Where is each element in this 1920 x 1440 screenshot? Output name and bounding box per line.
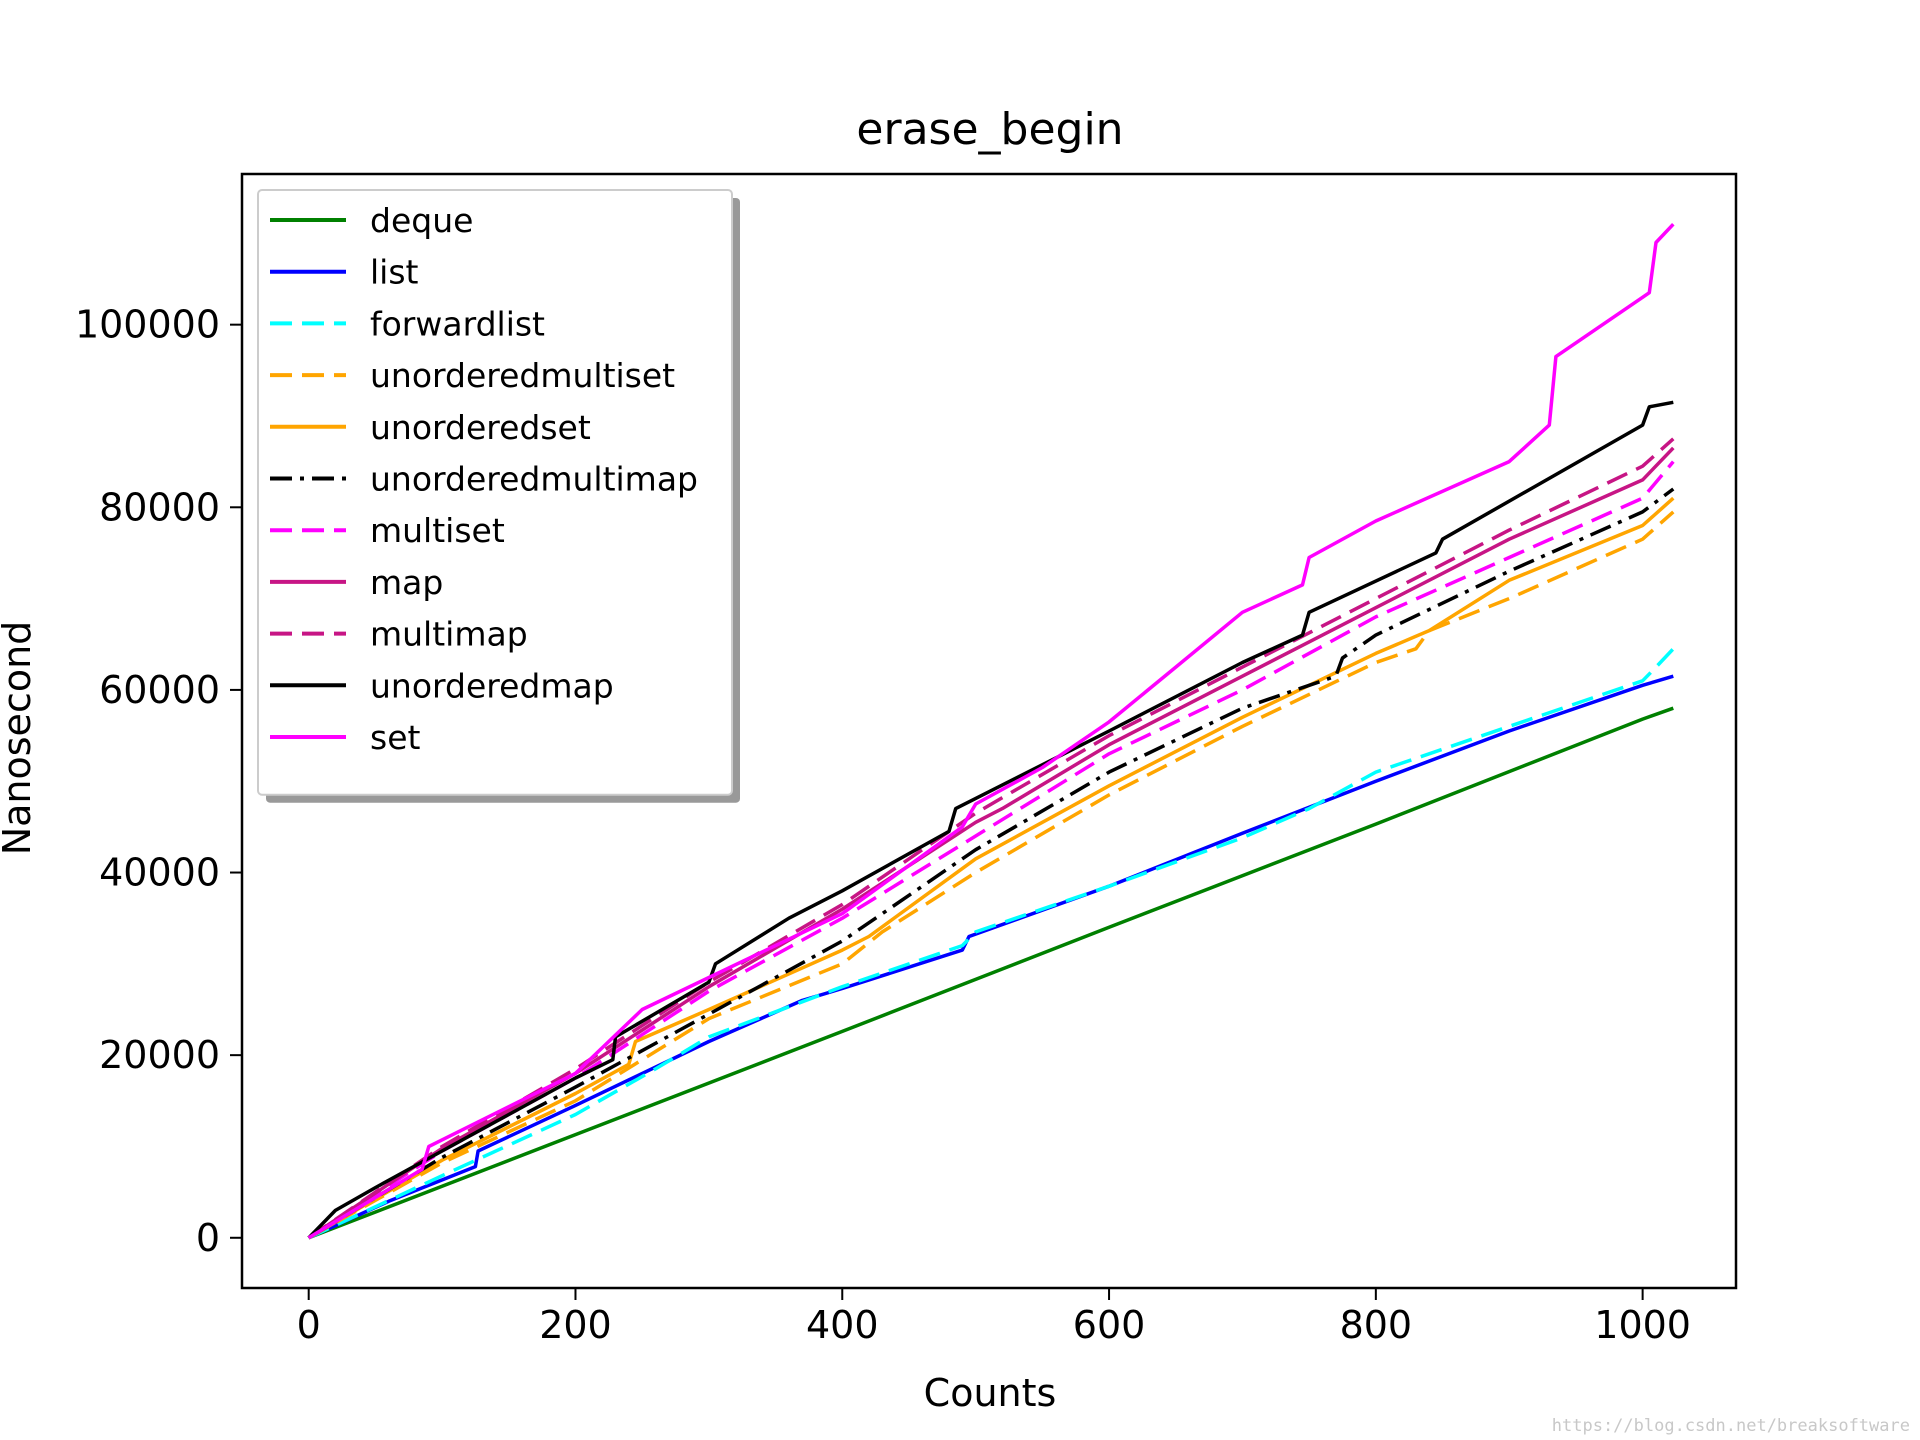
y-tick-label: 40000 — [99, 851, 220, 895]
series-line-set — [307, 222, 1675, 1240]
series-line-unorderedmap — [307, 400, 1674, 1240]
x-tick-label: 400 — [806, 1303, 879, 1347]
legend-label-deque: deque — [370, 201, 473, 240]
series-line-unorderedmultimap — [307, 487, 1675, 1240]
x-axis-label: Counts — [924, 1371, 1057, 1415]
series-line-forwardlist — [307, 647, 1675, 1240]
legend-label-list: list — [370, 253, 419, 292]
series-line-unorderedset — [307, 496, 1675, 1240]
plot-area: 0 200 400 600 800 1000 0 20000 40000 60000 80000 10… — [75, 172, 1738, 1347]
chart-title: erase_begin — [856, 104, 1123, 155]
legend-box — [257, 189, 733, 796]
x-tick-label: 800 — [1340, 1303, 1413, 1347]
x-tick-label: 200 — [539, 1303, 612, 1347]
legend-label-unorderedmultimap: unorderedmultimap — [370, 460, 698, 499]
y-tick-label: 100000 — [75, 303, 220, 347]
plot-frame — [240, 172, 1738, 1290]
legend-label-unorderedmap: unorderedmap — [370, 666, 614, 705]
x-tick-label: 1000 — [1594, 1303, 1691, 1347]
legend-label-set: set — [370, 718, 420, 757]
y-axis-label: Nanosecond — [0, 621, 39, 856]
series-line-unorderedmultiset — [307, 510, 1675, 1240]
legend-label-forwardlist: forwardlist — [370, 304, 545, 343]
legend-label-multiset: multiset — [370, 511, 505, 550]
series-line-deque — [308, 706, 1674, 1240]
series-line-multimap — [307, 437, 1675, 1240]
y-tick-label: 20000 — [99, 1033, 220, 1077]
y-tick-label: 80000 — [99, 485, 220, 529]
y-tick-label: 0 — [196, 1216, 220, 1260]
watermark-text: https://blog.csdn.net/breaksoftware — [1551, 1416, 1910, 1436]
legend-label-unorderedmultiset: unorderedmultiset — [370, 356, 675, 395]
x-tick-label: 0 — [297, 1303, 321, 1347]
legend-label-unorderedset: unorderedset — [370, 408, 591, 447]
x-tick-label: 600 — [1073, 1303, 1146, 1347]
y-tick-label: 60000 — [99, 668, 220, 712]
legend-label-map: map — [370, 563, 443, 602]
legend-label-multimap: multimap — [370, 615, 528, 654]
series-line-list — [307, 674, 1674, 1240]
legend: deque list forwardlist unorderedmultiset uno… — [257, 189, 740, 803]
